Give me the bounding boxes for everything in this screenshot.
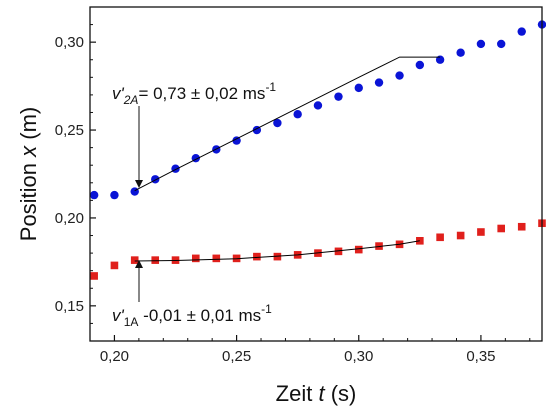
y-axis-label-unit: (m) [16,107,41,146]
y-axis-label: Position x (m) [16,107,41,241]
series-2-point [90,272,98,280]
series-1-point [517,27,526,36]
annotation-v1a-arrowhead [135,260,143,268]
series-1-point [496,39,506,49]
series-2-point [212,254,221,263]
plot-frame [89,6,543,342]
annotation-v1a-sub: 1A [124,315,139,329]
series-1-point [395,71,404,80]
y-tick-label: 0,30 [55,34,84,51]
series-1-point [273,118,282,128]
series-2-point [436,233,444,242]
y-tick-label: 0,20 [55,210,84,227]
series-1-point [374,78,384,87]
series-2-point [497,224,505,233]
annotation-v1a: v'1A -0,01 ± 0,01 ms-1 [112,260,272,329]
x-axis-label-prefix: Zeit [276,381,319,406]
x-tick-label: 0,25 [222,348,251,365]
x-tick-label: 0,35 [466,348,495,365]
y-tick-label: 0,15 [55,298,84,315]
x-axis-label-var: t [318,381,325,406]
series-2-point [130,256,139,264]
series-2-point [191,254,200,263]
annotation-v1a-var: v' [112,306,125,325]
series-2-point [110,261,119,270]
x-axis-ticks: 0,20 0,25 0,30 0,35 [89,335,531,365]
y-axis-label-prefix: Position [16,157,41,241]
annotation-v2a-sup: -1 [265,80,276,94]
annotation-v2a-arrowhead [135,180,143,188]
series-1-point [476,39,486,49]
annotation-v2a-value: = 0,73 ± 0,02 ms [138,84,265,103]
series-1-point [89,190,99,200]
annotation-v1a-value: -0,01 ± 0,01 ms [138,306,261,325]
series-2-point [334,247,343,256]
x-axis-label: Zeit t (s) [276,381,357,406]
annotation-v1a-sup: -1 [261,302,272,316]
series-2-point [517,222,526,231]
series-1-point [151,175,160,184]
series-1-point [110,190,119,200]
series-1-point [354,83,363,93]
series-2-point [456,231,465,240]
x-tick-label: 0,20 [100,348,129,365]
y-tick-label: 0,25 [55,122,84,139]
series-1-point [435,55,445,64]
series-1-point [415,60,425,70]
series-1-point [293,110,302,119]
y-axis-ticks: 0,15 0,20 0,25 0,30 [55,6,96,324]
series-2-point [354,245,363,254]
fit-line-2 [134,240,420,262]
annotation-v2a: v'2A= 0,73 ± 0,02 ms-1 [112,80,276,188]
series-1-point [232,136,241,145]
series-2-point [416,237,424,245]
series-2-point [253,252,261,261]
x-axis-label-unit: (s) [325,381,357,406]
annotation-v2a-label: v'2A= 0,73 ± 0,02 ms-1 [112,80,276,107]
annotation-v2a-var: v' [112,84,125,103]
annotation-v2a-sub: 2A [123,93,139,107]
y-axis-label-var: x [16,145,41,158]
x-tick-label: 0,30 [344,348,373,365]
plot-area [89,20,546,280]
series-1-point [456,48,465,57]
series-1-point [313,101,323,110]
series-2-point [151,256,160,264]
series-1-point [334,92,343,101]
fit-line-1 [134,56,441,192]
annotation-v1a-label: v'1A -0,01 ± 0,01 ms-1 [112,302,272,329]
series-2-point [477,228,485,236]
